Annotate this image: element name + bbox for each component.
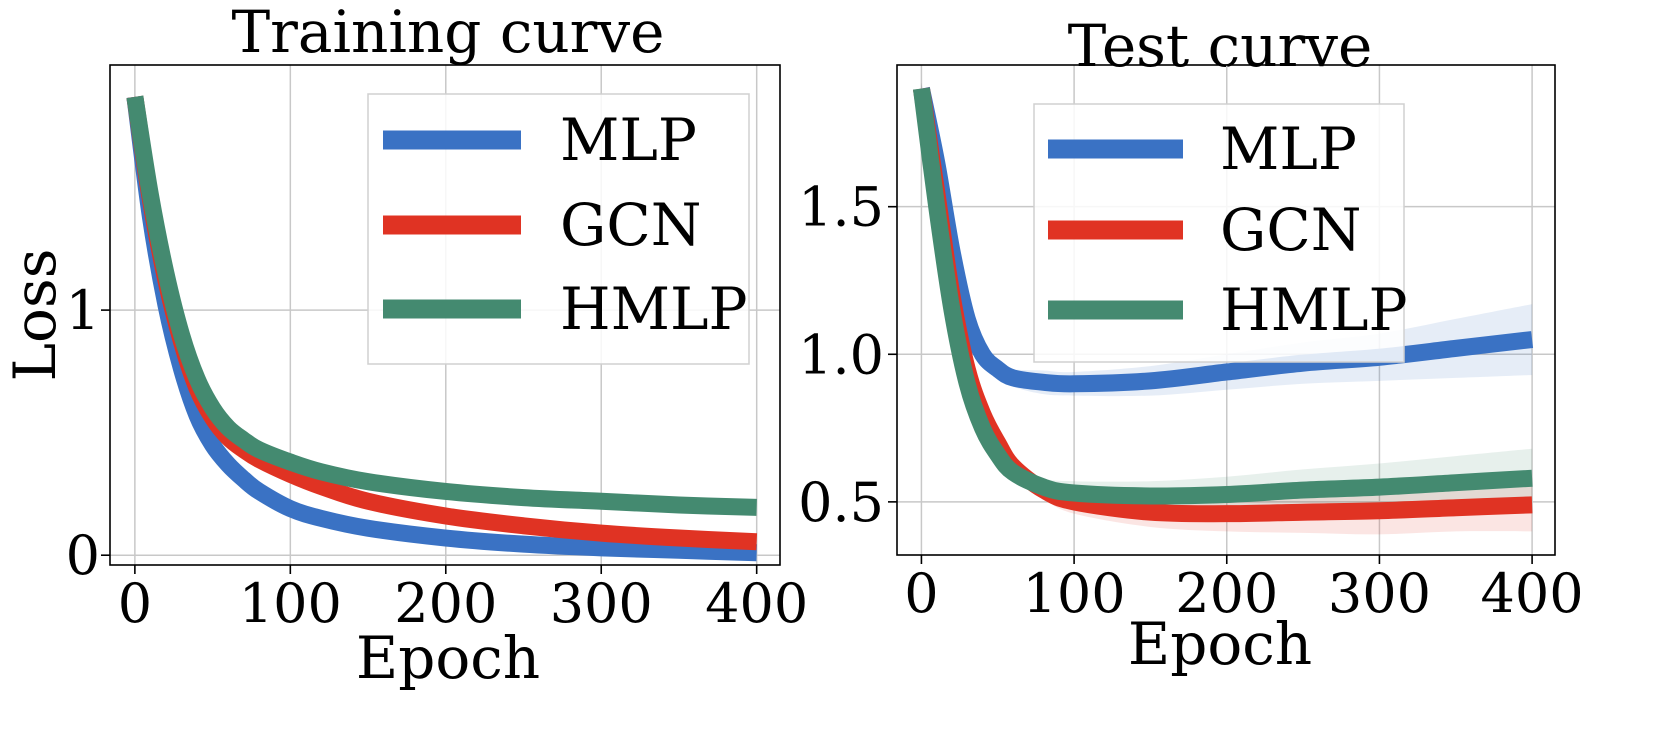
test-chart: Test curve Epoch 0 100 200 300 400 0.5 1.0 1.5 M…	[798, 12, 1584, 678]
y-tick-label: 0	[66, 524, 100, 587]
y-tick-label: 1.0	[798, 323, 884, 386]
x-tick-label: 300	[550, 572, 653, 635]
x-tick-label: 100	[1023, 562, 1126, 625]
x-tick-label: 0	[904, 562, 938, 625]
y-tick-label: 1.5	[798, 176, 884, 239]
series-mlp-band	[921, 82, 1533, 397]
x-tick-label: 200	[1175, 562, 1278, 625]
legend-label-hmlp: HMLP	[560, 275, 748, 343]
y-tick-label: 0.5	[798, 471, 884, 534]
legend: MLP GCN HMLP	[367, 93, 750, 365]
training-chart: Training curve Loss Epoch 0 100 200 300 400 0…	[1, 0, 808, 692]
x-tick-label: 200	[394, 572, 497, 635]
training-chart-ylabel: Loss	[1, 249, 69, 382]
x-tick-label: 100	[239, 572, 342, 635]
legend-label-mlp: MLP	[1220, 115, 1357, 183]
legend-label-gcn: GCN	[1220, 196, 1361, 264]
x-tick-label: 0	[118, 572, 152, 635]
x-tick-label: 400	[705, 572, 808, 635]
legend-label-mlp: MLP	[560, 106, 697, 174]
test-chart-xlabel: Epoch	[1128, 610, 1312, 678]
test-chart-title: Test curve	[1068, 12, 1373, 80]
series-hmlp-line	[126, 95, 757, 516]
legend: MLP GCN HMLP	[1033, 103, 1408, 363]
x-tick-label: 400	[1481, 562, 1584, 625]
series-hmlp-line	[912, 87, 1533, 505]
x-tick-label: 300	[1328, 562, 1431, 625]
y-tick-label: 1	[66, 279, 100, 342]
training-chart-title: Training curve	[231, 0, 664, 66]
legend-label-gcn: GCN	[560, 191, 701, 259]
training-chart-xlabel: Epoch	[356, 624, 540, 692]
series-hmlp-band	[921, 82, 1533, 513]
legend-label-hmlp: HMLP	[1220, 276, 1408, 344]
